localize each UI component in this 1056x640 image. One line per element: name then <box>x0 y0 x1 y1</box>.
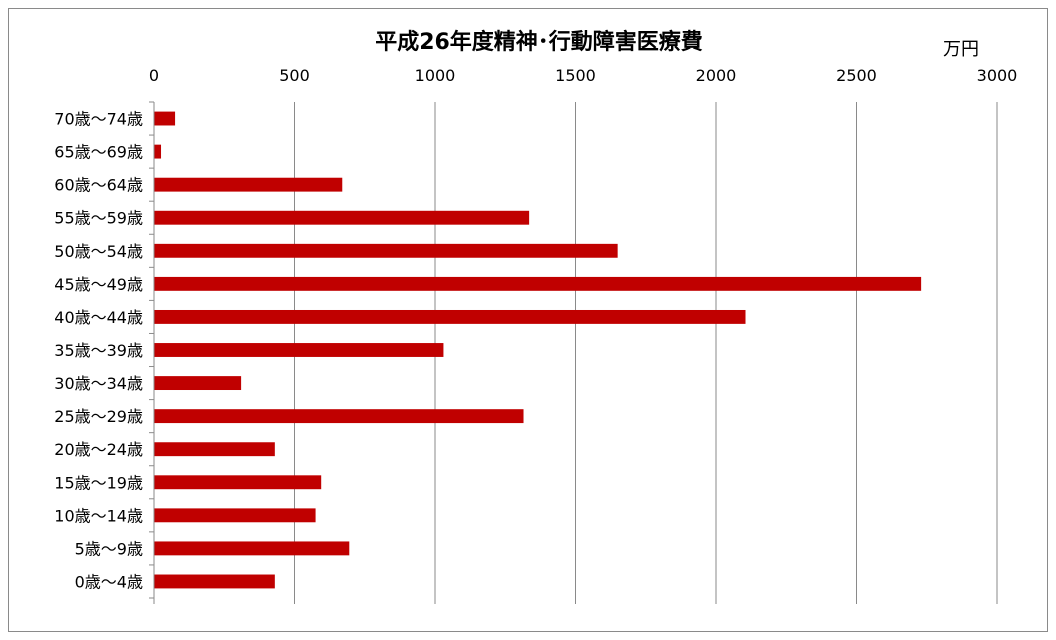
bar <box>154 276 922 291</box>
bar <box>154 409 524 424</box>
chart-title: 平成26年度精神･行動障害医療費 <box>375 29 703 55</box>
bar <box>154 541 350 556</box>
category-label: 15歳～19歳 <box>54 473 143 492</box>
x-tick-label: 1500 <box>555 66 596 85</box>
category-label: 50歳～54歳 <box>54 242 143 261</box>
x-tick-label: 2000 <box>696 66 737 85</box>
category-label: 0歳～4歳 <box>75 572 143 591</box>
category-label: 65歳～69歳 <box>54 143 143 162</box>
bar <box>154 144 162 159</box>
bar-chart: 平成26年度精神･行動障害医療費 万円 0 500 1000 1500 2000 2500… <box>54 29 1017 604</box>
bar <box>154 309 746 324</box>
bar <box>154 210 530 225</box>
bar <box>154 508 316 523</box>
bar <box>154 376 242 391</box>
x-tick-label: 3000 <box>977 66 1018 85</box>
category-label: 25歳～29歳 <box>54 407 143 426</box>
x-tick-label: 1000 <box>415 66 456 85</box>
bar <box>154 475 322 490</box>
category-label: 40歳～44歳 <box>54 308 143 327</box>
bar <box>154 574 275 589</box>
category-label: 55歳～59歳 <box>54 209 143 228</box>
bar <box>154 111 176 126</box>
x-tick-label: 500 <box>279 66 310 85</box>
category-label: 60歳～64歳 <box>54 176 143 195</box>
category-label: 10歳～14歳 <box>54 506 143 525</box>
category-label: 30歳～34歳 <box>54 374 143 393</box>
bar <box>154 243 618 258</box>
category-label: 20歳～24歳 <box>54 440 143 459</box>
x-tick-label: 2500 <box>836 66 877 85</box>
bar <box>154 442 275 457</box>
bar <box>154 177 343 192</box>
chart-frame: 平成26年度精神･行動障害医療費 万円 0 500 1000 1500 2000 2500… <box>8 8 1048 632</box>
x-tick-label: 0 <box>149 66 159 85</box>
x-tick-labels: 0 500 1000 1500 2000 2500 3000 <box>149 66 1017 85</box>
bars <box>154 111 922 589</box>
category-label: 45歳～49歳 <box>54 275 143 294</box>
category-label: 35歳～39歳 <box>54 341 143 360</box>
bar <box>154 343 444 357</box>
gridlines <box>149 101 998 604</box>
category-labels: 70歳～74歳 65歳～69歳 60歳～64歳 55歳～59歳 50歳～54歳 45歳～4… <box>54 110 143 592</box>
category-label: 5歳～9歳 <box>75 539 143 558</box>
unit-label: 万円 <box>943 39 979 60</box>
category-label: 70歳～74歳 <box>54 110 143 129</box>
